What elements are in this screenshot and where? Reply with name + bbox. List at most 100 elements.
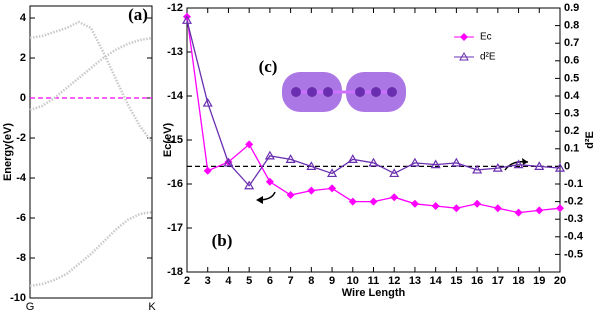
y2-tick-label: 0.1 [564, 143, 579, 155]
y2-tick-label: -0.2 [564, 196, 583, 208]
data-point [203, 166, 212, 175]
data-point [451, 157, 462, 167]
data-point [534, 161, 545, 170]
legend-symbol [459, 51, 469, 61]
x-tick-label: 2 [184, 275, 190, 287]
x-tick-label: 16 [471, 275, 483, 287]
y2-axis-label: d²E [584, 131, 596, 149]
atom [307, 87, 317, 97]
arrowhead [256, 196, 263, 204]
data-point [202, 97, 213, 107]
y-tick-label: -10 [10, 292, 26, 304]
data-point [431, 202, 440, 210]
y-tick-label: -12 [167, 2, 183, 14]
x-tick-label: 6 [267, 275, 273, 287]
data-point [264, 150, 275, 160]
arrowhead [522, 158, 528, 165]
y2-tick-label: -0.5 [564, 248, 583, 260]
data-point [513, 159, 524, 169]
y-tick-label: -2 [16, 132, 26, 144]
x-tick-label: 13 [409, 275, 421, 287]
y-tick-label: -16 [167, 178, 183, 190]
x-tick-label: 3 [205, 275, 211, 287]
data-point [535, 206, 544, 215]
x-tick-label: 11 [368, 275, 380, 287]
plot-frame [186, 7, 561, 273]
x-tick-label: 4 [225, 275, 232, 287]
atom [387, 87, 397, 97]
y-tick-label: 2 [20, 52, 26, 64]
panel-label: (c) [259, 57, 278, 76]
data-point [452, 204, 461, 213]
x-tick-label: K [148, 301, 156, 310]
series-line [186, 20, 561, 187]
data-point [328, 184, 337, 193]
data-point [286, 191, 295, 199]
data-point [245, 140, 254, 149]
data-point [556, 204, 564, 213]
data-point [493, 204, 502, 213]
x-axis-label: Wire Length [342, 287, 406, 299]
y-tick-label: -17 [167, 222, 183, 234]
y-tick-label: 0 [20, 92, 26, 104]
data-point [306, 161, 317, 170]
x-tick-label: 18 [512, 275, 524, 287]
series-line [29, 36, 153, 112]
panel-label: (b) [212, 231, 233, 250]
y2-tick-label: -0.1 [564, 178, 583, 190]
y2-tick-label: 0.9 [564, 2, 579, 14]
data-point [347, 154, 358, 163]
data-point [285, 154, 296, 163]
atom [355, 87, 365, 97]
data-point [265, 177, 274, 186]
plot-frame [29, 5, 153, 299]
x-tick-label: 15 [450, 275, 462, 287]
data-point [327, 168, 338, 178]
y-axis-label: Ec(eV) [162, 123, 174, 158]
data-point [410, 199, 419, 208]
x-tick-label: 17 [492, 275, 504, 287]
x-tick-label: 8 [308, 275, 314, 287]
series-line [186, 16, 561, 214]
y-tick-label: -6 [16, 212, 26, 224]
x-tick-label: 9 [329, 275, 335, 287]
data-point [473, 199, 482, 208]
legend-symbol [460, 33, 468, 41]
x-tick-label: 14 [430, 275, 443, 287]
y-tick-label: 4 [20, 12, 27, 24]
data-point [492, 162, 503, 172]
x-tick-label: G [26, 301, 35, 310]
x-tick-label: 5 [246, 275, 252, 287]
y-tick-label: -14 [167, 90, 184, 102]
y-tick-label: -18 [167, 266, 183, 278]
y2-tick-label: 0.4 [564, 90, 580, 102]
y2-tick-label: 0.5 [564, 72, 579, 84]
y-tick-label: -15 [167, 134, 183, 146]
series-line [29, 20, 153, 143]
atom [371, 87, 381, 97]
y2-tick-label: 0.7 [564, 37, 579, 49]
y-axis-label: Energy(eV) [2, 123, 14, 181]
y2-tick-label: 0.6 [564, 55, 579, 67]
x-tick-label: 20 [554, 275, 566, 287]
y-tick-label: -8 [16, 252, 26, 264]
data-point [369, 197, 378, 206]
data-point [223, 157, 234, 167]
y2-tick-label: -0.3 [564, 213, 583, 225]
data-point [409, 157, 420, 167]
legend-label: d²E [480, 52, 496, 63]
data-point [307, 186, 316, 195]
data-point [244, 180, 255, 190]
y-tick-label: -4 [16, 172, 27, 184]
x-tick-label: 7 [288, 275, 294, 287]
panel-label: (a) [128, 5, 148, 24]
legend-label: Ec [480, 32, 492, 43]
y2-tick-label: -0.4 [564, 231, 584, 243]
y2-tick-label: 0.3 [564, 108, 579, 120]
y2-tick-label: 0 [564, 160, 570, 172]
data-point [390, 193, 399, 202]
inset-molecule [282, 72, 406, 112]
data-point [348, 197, 357, 206]
atom [323, 87, 333, 97]
